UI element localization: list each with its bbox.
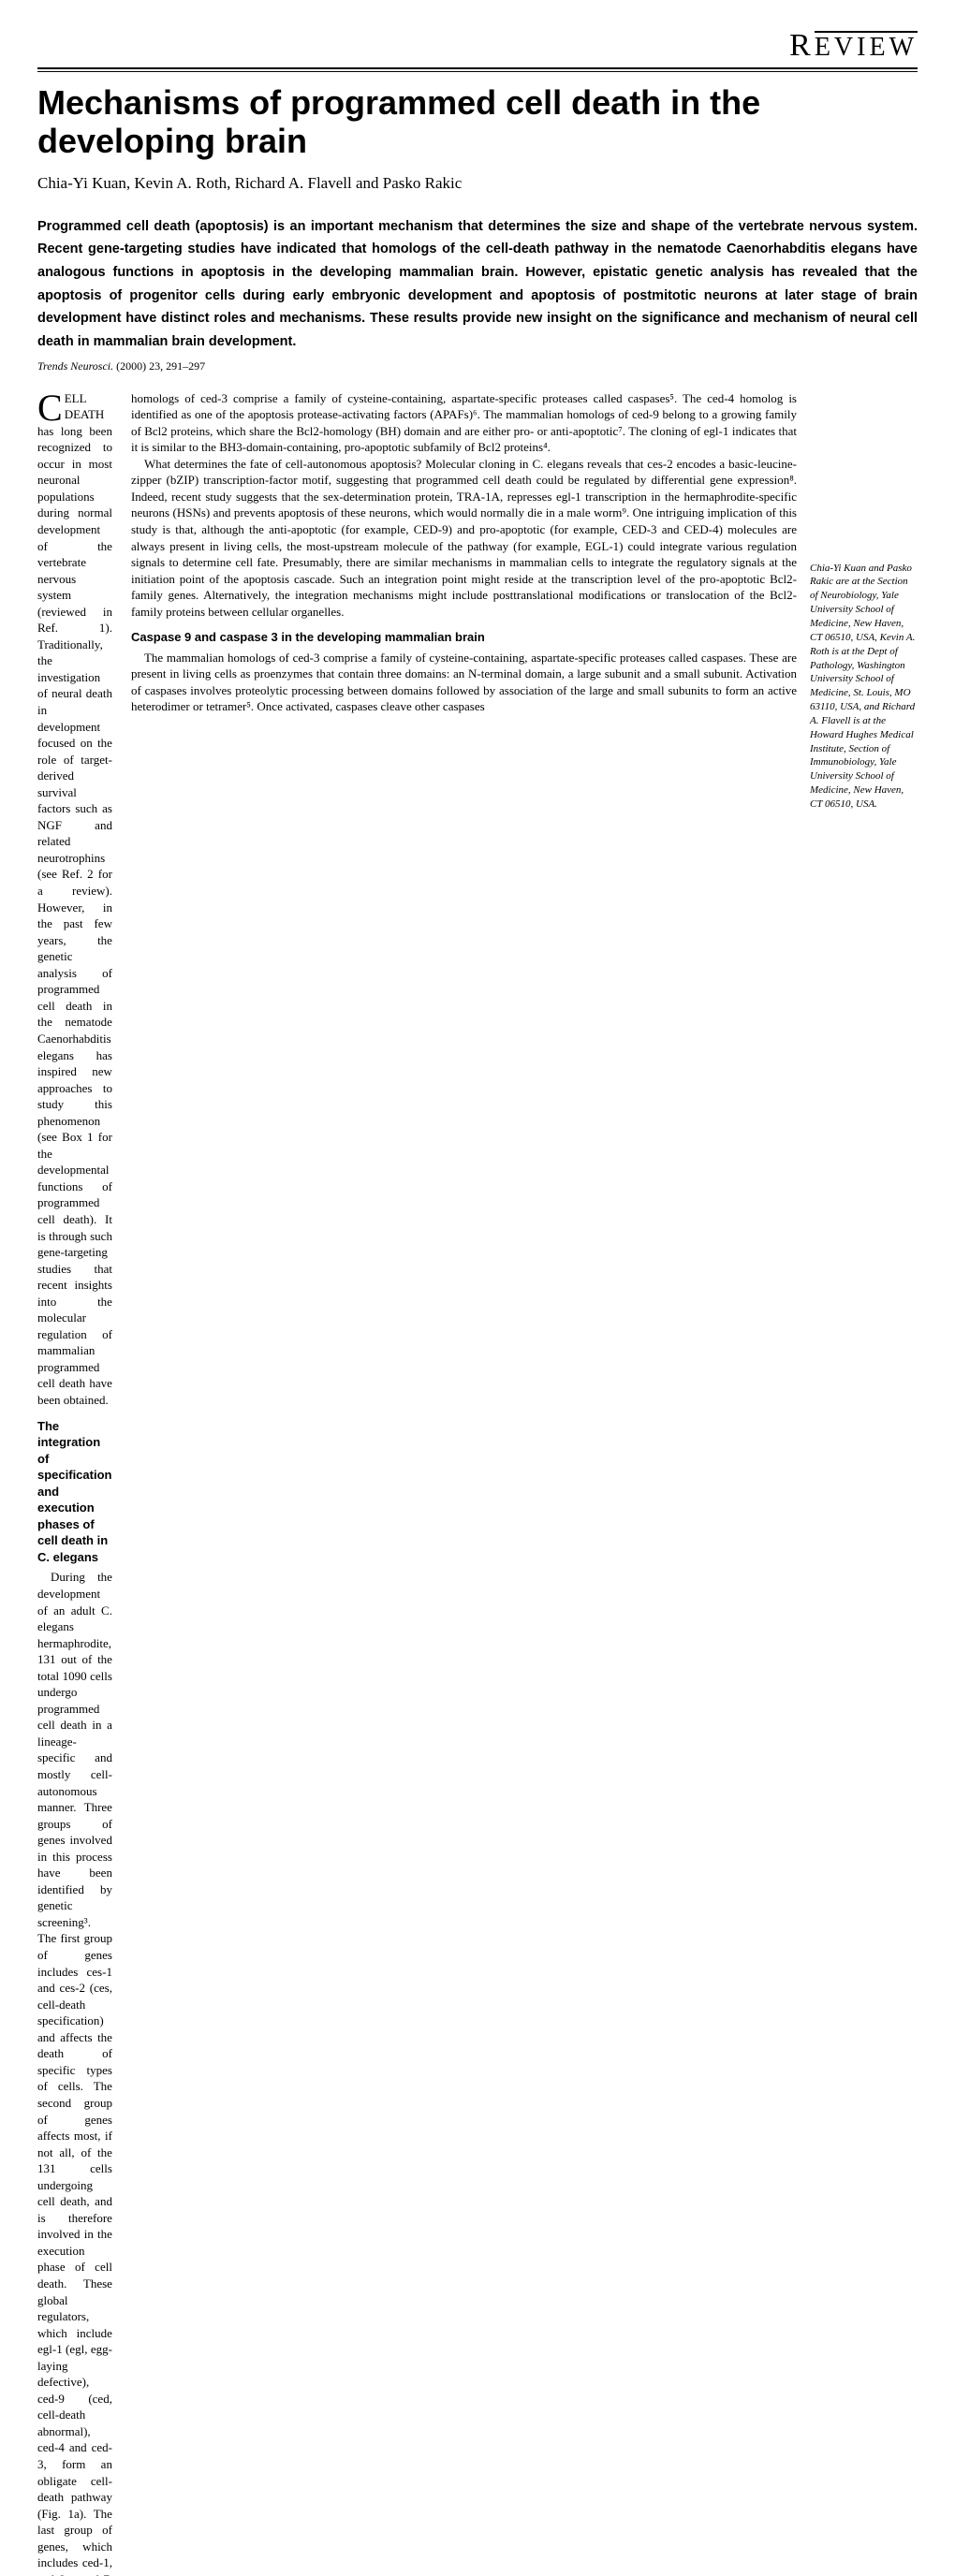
dropcap: C	[37, 390, 65, 423]
col2-p2: What determines the fate of cell-autonom…	[131, 456, 797, 620]
header-rule-thin	[37, 71, 918, 72]
citation: Trends Neurosci. (2000) 23, 291–297	[37, 359, 918, 373]
col2-p3: The mammalian homologs of ced-3 comprise…	[131, 650, 797, 715]
article-title: Mechanisms of programmed cell death in t…	[37, 83, 918, 161]
citation-details: (2000) 23, 291–297	[113, 359, 205, 373]
col2-p1: homologs of ced-3 comprise a family of c…	[131, 390, 797, 456]
col1-section-head-1: The integration of specification and exe…	[37, 1418, 112, 1566]
review-r: R	[789, 28, 815, 63]
review-rest: EVIEW	[815, 31, 918, 62]
col1-p2: During the development of an adult C. el…	[37, 1569, 112, 2576]
column-left: CELL DEATH has long been recognized to o…	[37, 390, 112, 2576]
col2-section-head-1: Caspase 9 and caspase 3 in the developin…	[131, 629, 797, 646]
column-right-wrap: homologs of ced-3 comprise a family of c…	[131, 390, 918, 2576]
col1-p1-firstword: ELL DEATH	[65, 391, 105, 422]
header-rule-thick	[37, 67, 918, 69]
citation-journal: Trends Neurosci.	[37, 359, 113, 373]
review-header: REVIEW	[37, 28, 918, 64]
col1-p1-body: has long been recognized to occur in mos…	[37, 424, 112, 1407]
authors-line: Chia-Yi Kuan, Kevin A. Roth, Richard A. …	[37, 174, 918, 193]
abstract: Programmed cell death (apoptosis) is an …	[37, 215, 918, 354]
author-affiliations: Chia-Yi Kuan and Pasko Rakic are at the …	[810, 562, 918, 2576]
col1-p1: CELL DEATH has long been recognized to o…	[37, 390, 112, 1409]
body-columns: CELL DEATH has long been recognized to o…	[37, 390, 918, 2576]
column-right: homologs of ced-3 comprise a family of c…	[131, 390, 797, 2576]
